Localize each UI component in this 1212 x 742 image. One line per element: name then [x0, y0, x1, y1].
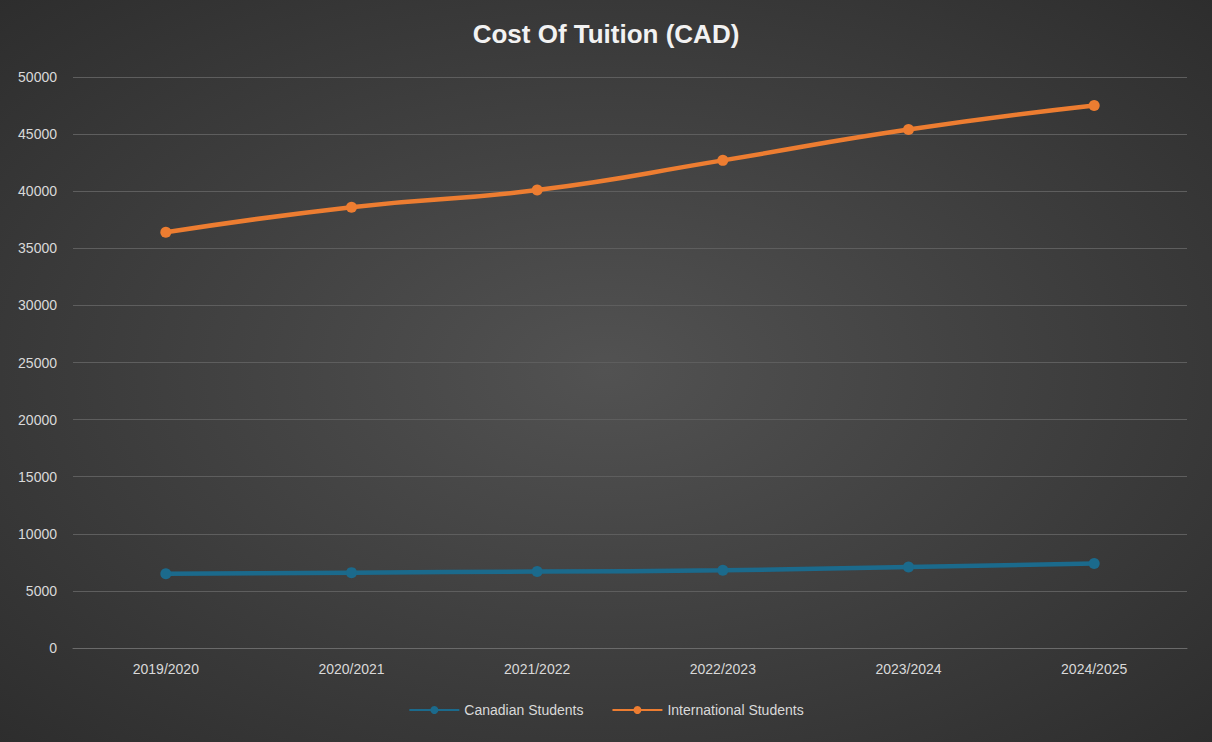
svg-text:International Students: International Students [667, 702, 803, 718]
svg-text:40000: 40000 [18, 183, 57, 199]
svg-text:30000: 30000 [18, 297, 57, 313]
svg-text:2023/2024: 2023/2024 [875, 661, 941, 677]
svg-text:20000: 20000 [18, 412, 57, 428]
svg-text:0: 0 [49, 640, 57, 656]
svg-text:Canadian Students: Canadian Students [464, 702, 583, 718]
svg-text:2020/2021: 2020/2021 [318, 661, 384, 677]
svg-text:Cost Of Tuition (CAD): Cost Of Tuition (CAD) [473, 19, 740, 49]
svg-text:45000: 45000 [18, 126, 57, 142]
svg-text:2024/2025: 2024/2025 [1061, 661, 1127, 677]
svg-text:15000: 15000 [18, 469, 57, 485]
svg-text:50000: 50000 [18, 69, 57, 85]
svg-text:2019/2020: 2019/2020 [133, 661, 199, 677]
svg-text:5000: 5000 [26, 583, 57, 599]
svg-text:2022/2023: 2022/2023 [690, 661, 756, 677]
svg-text:2021/2022: 2021/2022 [504, 661, 570, 677]
svg-text:35000: 35000 [18, 240, 57, 256]
svg-text:10000: 10000 [18, 526, 57, 542]
svg-text:25000: 25000 [18, 355, 57, 371]
